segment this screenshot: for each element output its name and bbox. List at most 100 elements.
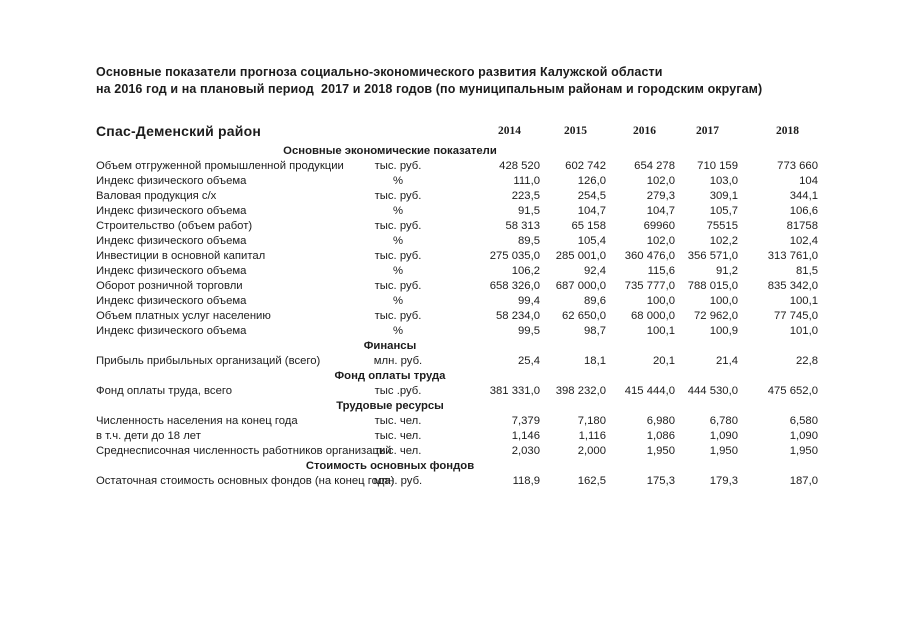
value-2014: 1,146 bbox=[511, 430, 540, 442]
row-label: Строительство (объем работ) bbox=[96, 220, 253, 232]
value-2018: 106,6 bbox=[789, 205, 818, 217]
value-2016: 104,7 bbox=[646, 205, 675, 217]
value-2018: 1,090 bbox=[789, 430, 818, 442]
value-2014: 658 326,0 bbox=[489, 280, 540, 292]
section-header: Фонд оплаты труда bbox=[334, 370, 446, 382]
value-2018: 81758 bbox=[786, 220, 818, 232]
table-row: Индекс физического объема% 89,5 105,4 102,0… bbox=[96, 234, 818, 249]
row-label: Объем отгруженной промышленной продукции bbox=[96, 160, 344, 172]
value-2017: 1,090 bbox=[709, 430, 738, 442]
year-header-2014: 2014 bbox=[498, 125, 521, 137]
section-header: Финансы bbox=[363, 340, 417, 352]
table-row: Строительство (объем работ) тыс. руб. 58 3… bbox=[96, 219, 818, 234]
value-2016: 279,3 bbox=[646, 190, 675, 202]
value-2017: 100,0 bbox=[709, 295, 738, 307]
row-unit: % bbox=[392, 325, 404, 337]
row-unit: тыс. чел. bbox=[374, 445, 422, 457]
indicators-table: Спас-Деменский район 2014 2015 2016 2017… bbox=[96, 124, 818, 489]
district-name: Спас-Деменский район bbox=[96, 123, 261, 139]
row-label: Индекс физического объема bbox=[96, 265, 247, 277]
row-label: Среднесписочная численность работников о… bbox=[96, 445, 392, 457]
row-label: Индекс физического объема bbox=[96, 295, 247, 307]
value-2014: 428 520 bbox=[499, 160, 540, 172]
value-2014: 111,0 bbox=[513, 175, 540, 187]
value-2016: 102,0 bbox=[646, 235, 675, 247]
value-2016: 102,0 bbox=[646, 175, 675, 187]
section-header: Основные экономические показатели bbox=[283, 145, 497, 157]
value-2018: 102,4 bbox=[789, 235, 818, 247]
value-2017: 102,2 bbox=[709, 235, 738, 247]
value-2018: 77 745,0 bbox=[774, 310, 818, 322]
table-row: Фонд оплаты труда, всего тыс .руб. 381 331… bbox=[96, 384, 818, 399]
value-2017: 309,1 bbox=[709, 190, 738, 202]
value-2015: 104,7 bbox=[577, 205, 606, 217]
value-2015: 254,5 bbox=[577, 190, 606, 202]
value-2017: 21,4 bbox=[716, 355, 738, 367]
value-2017: 356 571,0 bbox=[687, 250, 738, 262]
table-row: Остаточная стоимость основных фондов (на… bbox=[96, 474, 818, 489]
value-2014: 99,4 bbox=[518, 295, 540, 307]
table-row: Индекс физического объема% 111,0 126,0 102,… bbox=[96, 174, 818, 189]
value-2017: 788 015,0 bbox=[687, 280, 738, 292]
value-2015: 65 158 bbox=[571, 220, 606, 232]
row-unit: тыс. руб. bbox=[374, 220, 422, 232]
value-2016: 115,6 bbox=[647, 265, 675, 277]
value-2018: 81,5 bbox=[796, 265, 818, 277]
value-2015: 89,6 bbox=[584, 295, 606, 307]
value-2016: 360 476,0 bbox=[624, 250, 675, 262]
value-2014: 58 234,0 bbox=[496, 310, 540, 322]
value-2015: 92,4 bbox=[584, 265, 606, 277]
value-2015: 162,5 bbox=[577, 475, 606, 487]
row-unit: тыс. руб. bbox=[374, 190, 422, 202]
value-2014: 223,5 bbox=[511, 190, 540, 202]
value-2014: 275 035,0 bbox=[489, 250, 540, 262]
value-2016: 20,1 bbox=[653, 355, 675, 367]
row-unit: % bbox=[392, 235, 404, 247]
value-2014: 381 331,0 bbox=[489, 385, 540, 397]
value-2016: 654 278 bbox=[634, 160, 675, 172]
row-unit: тыс. чел. bbox=[374, 415, 422, 427]
year-header-2016: 2016 bbox=[633, 125, 656, 137]
value-2014: 118,9 bbox=[512, 475, 540, 487]
value-2018: 475 652,0 bbox=[767, 385, 818, 397]
row-label: Фонд оплаты труда, всего bbox=[96, 385, 233, 397]
row-unit: млн. руб. bbox=[373, 355, 423, 367]
value-2016: 100,1 bbox=[646, 325, 675, 337]
value-2018: 101,0 bbox=[789, 325, 818, 337]
value-2015: 2,000 bbox=[577, 445, 606, 457]
row-label: Индекс физического объема bbox=[96, 175, 247, 187]
row-label: Индекс физического объема bbox=[96, 205, 247, 217]
value-2015: 687 000,0 bbox=[555, 280, 606, 292]
value-2014: 7,379 bbox=[511, 415, 540, 427]
section-header: Стоимость основных фондов bbox=[305, 460, 475, 472]
value-2017: 179,3 bbox=[709, 475, 738, 487]
value-2014: 99,5 bbox=[518, 325, 540, 337]
row-label: Объем платных услуг населению bbox=[96, 310, 271, 322]
value-2014: 25,4 bbox=[518, 355, 540, 367]
table-row: в т.ч. дети до 18 лет тыс. чел. 1,146 1,116… bbox=[96, 429, 818, 444]
table-row: Среднесписочная численность работников о… bbox=[96, 444, 818, 459]
table-row: Индекс физического объема% 99,4 89,6 100,0 1… bbox=[96, 294, 818, 309]
table-row: Индекс физического объема% 106,2 92,4 115,6… bbox=[96, 264, 818, 279]
section-header: Трудовые ресурсы bbox=[336, 400, 444, 412]
value-2017: 72 962,0 bbox=[694, 310, 738, 322]
table-row: Инвестиции в основной капитал тыс. руб. 27… bbox=[96, 249, 818, 264]
document-page: Основные показатели прогноза социально-э… bbox=[96, 64, 818, 489]
row-unit: % bbox=[392, 175, 404, 187]
value-2016: 100,0 bbox=[646, 295, 675, 307]
value-2015: 1,116 bbox=[578, 430, 606, 442]
value-2017: 444 530,0 bbox=[687, 385, 738, 397]
table-row: Численность населения на конец года тыс. … bbox=[96, 414, 818, 429]
table-row: Валовая продукция с/х тыс. руб. 223,5 254,5… bbox=[96, 189, 818, 204]
table-row: Индекс физического объема% 91,5 104,7 104,7… bbox=[96, 204, 818, 219]
row-unit: % bbox=[392, 265, 404, 277]
row-unit: тыс. руб. bbox=[374, 250, 422, 262]
row-unit: тыс. руб. bbox=[374, 160, 422, 172]
value-2014: 91,5 bbox=[518, 205, 540, 217]
table-row: Объем отгруженной промышленной продукции… bbox=[96, 159, 818, 174]
value-2016: 175,3 bbox=[646, 475, 675, 487]
value-2017: 91,2 bbox=[716, 265, 738, 277]
title-line-1: Основные показатели прогноза социально-э… bbox=[96, 65, 663, 79]
value-2015: 398 232,0 bbox=[555, 385, 606, 397]
year-header-2015: 2015 bbox=[564, 125, 587, 137]
